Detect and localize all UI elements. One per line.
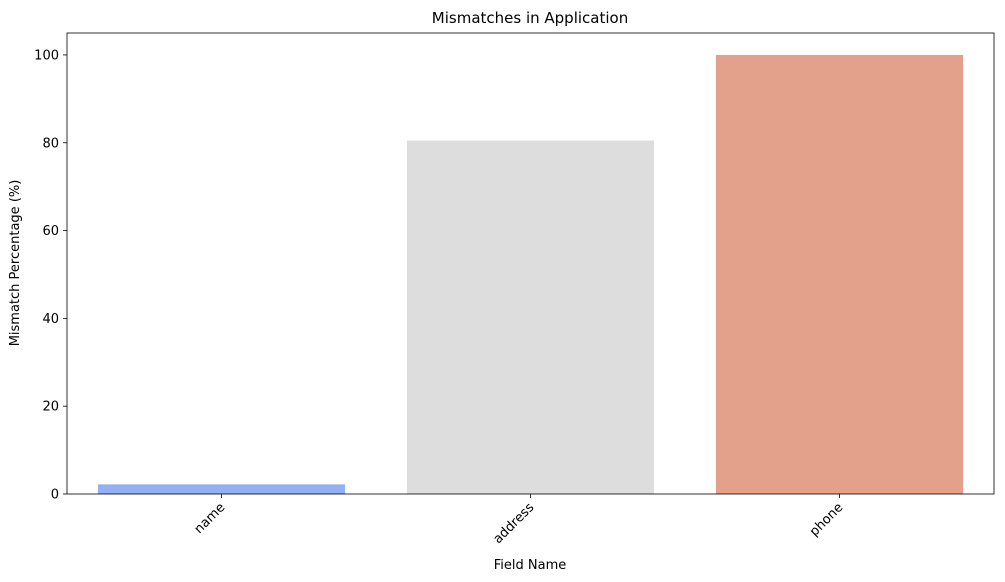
y-axis: 0 20 40 60 80 100 xyxy=(34,48,67,503)
y-axis-label: Mismatch Percentage (%) xyxy=(8,180,23,347)
x-axis: name address phone xyxy=(192,494,846,547)
x-tick-label-name: name xyxy=(192,500,229,537)
y-tick-label-20: 20 xyxy=(42,400,59,415)
y-tick-label-40: 40 xyxy=(42,312,59,327)
y-tick-label-0: 0 xyxy=(51,488,59,503)
x-tick-label-address: address xyxy=(491,500,538,547)
y-tick-label-60: 60 xyxy=(42,224,59,239)
bar-phone xyxy=(715,54,964,494)
x-axis-label: Field Name xyxy=(494,558,567,573)
bar-address xyxy=(406,140,655,495)
plot-frame xyxy=(66,32,995,495)
bar-name xyxy=(97,484,346,494)
y-tick-label-80: 80 xyxy=(42,136,59,151)
chart-title: Mismatches in Application xyxy=(432,9,628,27)
y-tick-label-100: 100 xyxy=(34,48,59,63)
x-tick-label-phone: phone xyxy=(807,500,846,539)
bars-group xyxy=(97,54,964,495)
